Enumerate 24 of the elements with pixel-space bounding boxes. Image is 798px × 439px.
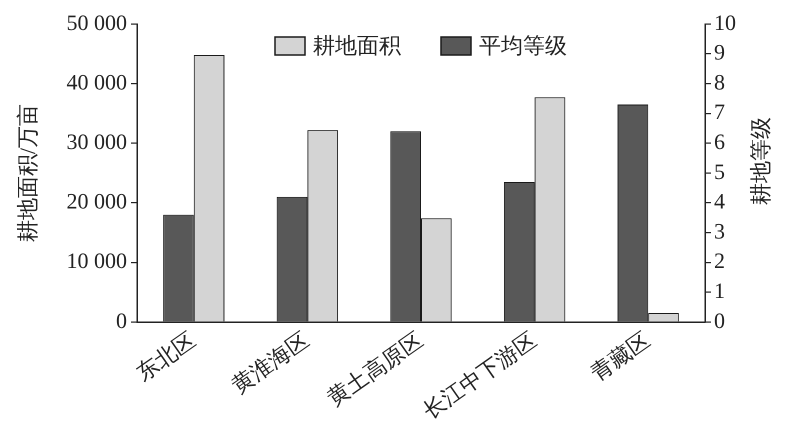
x-tick-label: 东北区: [132, 327, 200, 386]
y2-tick-label: 7: [714, 99, 725, 124]
y2-tick-label: 4: [714, 188, 725, 214]
legend-label: 耕地面积: [313, 32, 401, 58]
y2-tick-label: 1: [714, 278, 725, 303]
x-tick-label: 黄淮海区: [227, 327, 314, 398]
y2-tick-label: 5: [714, 158, 725, 184]
y-tick-label: 10 000: [66, 248, 127, 274]
y2-tick-label: 6: [714, 128, 725, 154]
y-axis-title: 耕地面积/万亩: [14, 104, 40, 242]
y-tick-label: 50 000: [66, 10, 127, 35]
y-tick-label: 0: [116, 308, 127, 333]
y2-tick-label: 3: [714, 218, 725, 244]
y2-tick-label: 10: [714, 10, 736, 35]
y2-tick-label: 2: [714, 248, 725, 274]
y2-tick-label: 0: [714, 308, 725, 333]
y-tick-label: 40 000: [66, 69, 127, 94]
x-tick-label: 青藏区: [586, 327, 654, 386]
y2-tick-label: 9: [714, 40, 725, 65]
legend-label: 平均等级: [479, 32, 567, 58]
y2-axis-title: 耕地等级: [748, 117, 773, 205]
y-tick-label: 30 000: [66, 128, 127, 154]
y-tick-label: 20 000: [66, 188, 127, 214]
y2-tick-label: 8: [714, 69, 725, 94]
